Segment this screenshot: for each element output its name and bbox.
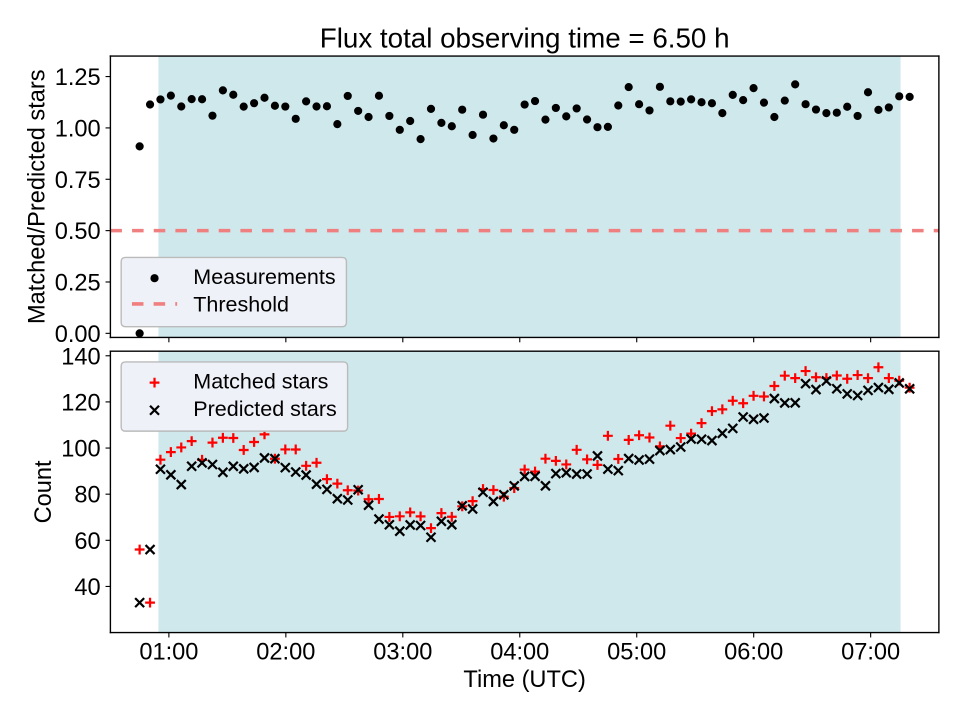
svg-text:40: 40 <box>74 575 100 601</box>
svg-text:1.00: 1.00 <box>55 116 101 142</box>
svg-text:01:00: 01:00 <box>139 639 198 665</box>
svg-text:06:00: 06:00 <box>724 639 783 665</box>
svg-text:0.50: 0.50 <box>55 219 101 245</box>
svg-text:80: 80 <box>74 483 100 509</box>
svg-text:Measurements: Measurements <box>193 265 335 289</box>
svg-text:05:00: 05:00 <box>607 639 666 665</box>
svg-text:Predicted stars: Predicted stars <box>193 397 336 421</box>
svg-text:0.75: 0.75 <box>55 168 101 194</box>
svg-text:02:00: 02:00 <box>256 639 315 665</box>
svg-text:Flux total observing time = 6.: Flux total observing time = 6.50 h <box>320 23 730 54</box>
svg-text:100: 100 <box>61 437 100 463</box>
svg-text:07:00: 07:00 <box>841 639 900 665</box>
svg-text:0.25: 0.25 <box>55 271 101 297</box>
svg-text:1.25: 1.25 <box>55 65 101 91</box>
svg-text:Time (UTC): Time (UTC) <box>463 667 585 693</box>
svg-text:140: 140 <box>61 344 100 370</box>
svg-text:120: 120 <box>61 390 100 416</box>
svg-text:Count: Count <box>31 460 57 523</box>
svg-text:03:00: 03:00 <box>373 639 432 665</box>
svg-text:Matched/Predicted stars: Matched/Predicted stars <box>24 69 50 324</box>
svg-text:Threshold: Threshold <box>193 292 289 316</box>
svg-text:60: 60 <box>74 529 100 555</box>
svg-text:04:00: 04:00 <box>490 639 549 665</box>
svg-text:Matched stars: Matched stars <box>193 369 328 393</box>
